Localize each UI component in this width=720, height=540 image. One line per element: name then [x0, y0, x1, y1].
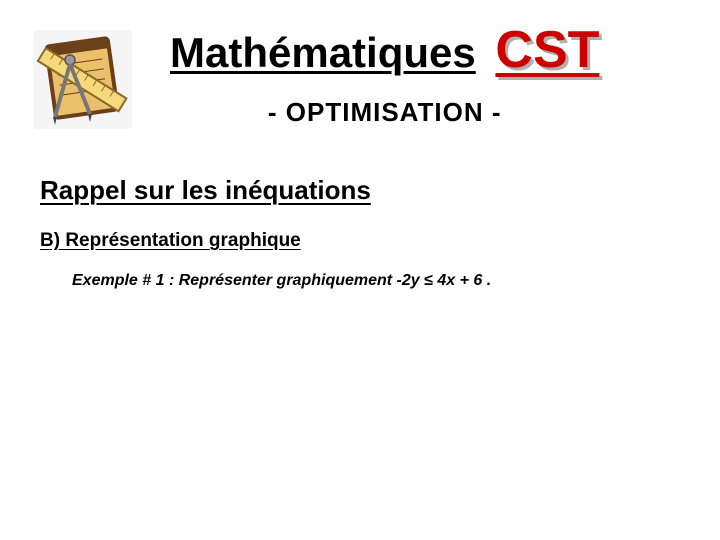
title-block: Mathématiques CST CST - OPTIMISATION -	[170, 22, 599, 128]
example-text: Exemple # 1 : Représenter graphiquement …	[72, 272, 491, 290]
subtitle: - OPTIMISATION -	[170, 97, 599, 128]
math-tools-icon	[25, 22, 140, 137]
title-cst: CST CST	[495, 22, 599, 79]
leq-symbol: ≤	[424, 272, 433, 289]
example-tail: 4x + 6 .	[433, 272, 491, 289]
subsection-heading: B) Représentation graphique	[40, 230, 301, 252]
example-body: Représenter graphiquement -2y	[174, 272, 424, 289]
page-title: Mathématiques CST CST	[170, 22, 599, 79]
title-math-word: Mathématiques	[170, 29, 476, 76]
example-prefix: Exemple # 1 :	[72, 272, 174, 289]
header-row: Mathématiques CST CST - OPTIMISATION -	[25, 22, 599, 137]
section-heading: Rappel sur les inéquations	[40, 175, 371, 206]
